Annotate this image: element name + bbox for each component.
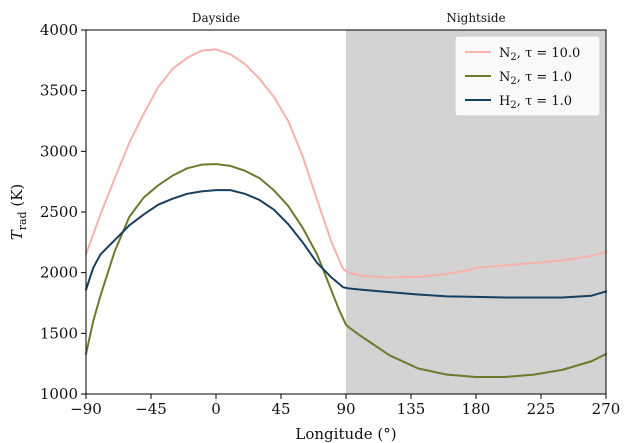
y-tick-label: 4000 [40, 21, 78, 39]
tick-layer: −90 −45 0 45 90 135 180 225 270 1000 1500 2000 2500 3… [40, 21, 621, 418]
x-tick-label: 180 [462, 400, 491, 418]
region-label-0: Dayside [192, 11, 240, 25]
y-tick-label: 3500 [40, 82, 78, 100]
x-tick-label: −45 [135, 400, 167, 418]
y-tick-label: 1000 [40, 385, 78, 403]
x-tick-label: 135 [397, 400, 426, 418]
legend-box [454, 35, 601, 117]
series-line-0 [85, 48, 607, 279]
x-tick-label: 0 [211, 400, 221, 418]
series-line-1 [85, 163, 607, 379]
legend-label-0: N2, τ = 10.0 [499, 46, 580, 63]
y-axis-label: Trad (K) [8, 184, 29, 241]
x-tick-label: 90 [336, 400, 355, 418]
legend: N2, τ = 10.0 N2, τ = 1.0 H2, τ = 1.0 [454, 35, 601, 117]
x-tick-label: 225 [527, 400, 556, 418]
x-tick-label: 45 [271, 400, 290, 418]
series-layer [85, 48, 607, 379]
legend-entries: N2, τ = 10.0 N2, τ = 1.0 H2, τ = 1.0 [465, 46, 580, 111]
y-tick-label: 2500 [40, 203, 78, 221]
x-tick-label: −90 [70, 400, 102, 418]
series-line-2 [85, 189, 607, 299]
x-tick-label: 270 [592, 400, 621, 418]
y-tick-label: 1500 [40, 324, 78, 342]
legend-label-1: N2, τ = 1.0 [499, 70, 572, 87]
y-tick-label: 3000 [40, 142, 78, 160]
region-label-1: Nightside [446, 11, 505, 25]
x-axis-label: Longitude (°) [295, 425, 396, 443]
legend-label-2: H2, τ = 1.0 [499, 94, 572, 111]
y-tick-label: 2000 [40, 264, 78, 282]
